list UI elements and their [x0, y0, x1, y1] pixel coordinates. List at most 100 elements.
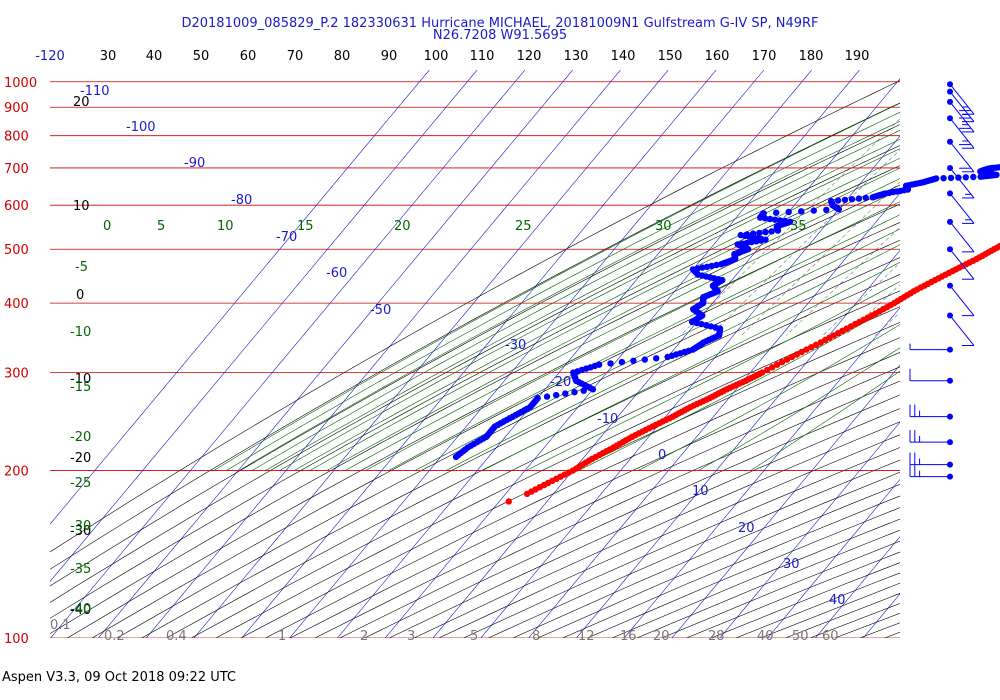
temperature-point	[769, 364, 776, 371]
isotherm-line	[289, 70, 765, 638]
mixing-ratio-line	[845, 284, 900, 336]
isotherm-line	[337, 70, 812, 638]
pressure-label: 400	[4, 297, 29, 312]
mixing-ratio-label: 3	[407, 629, 415, 644]
isotherm-label: 10	[692, 484, 709, 499]
temperature-point	[764, 366, 771, 374]
wind-barb	[947, 81, 975, 115]
mixing-ratio-label: 60	[822, 629, 839, 644]
dry-adiabat-line	[116, 239, 900, 638]
isotherm-label: 0	[658, 448, 666, 463]
top-temperature-tick: 150	[658, 49, 683, 64]
isotherm-label: -80	[231, 193, 252, 208]
dewpoint-point	[766, 215, 774, 223]
dry-adiabat-line	[240, 322, 900, 638]
dry-adiabat-line	[290, 352, 900, 638]
isotherm-line	[145, 70, 621, 638]
dry-adiabat-line	[859, 622, 900, 638]
isotherm-line	[241, 70, 717, 638]
wind-barb	[947, 246, 975, 280]
dry-adiabat-line	[50, 124, 900, 587]
top-temperature-tick: -120	[35, 49, 65, 64]
dewpoint-point	[970, 173, 977, 181]
top-temperature-tick: 90	[381, 49, 398, 64]
moist-adiabat-label: -35	[70, 562, 91, 577]
isotherm-label: -30	[505, 338, 526, 353]
dewpoint-point	[771, 216, 779, 223]
dry-adiabat-line	[141, 257, 900, 638]
temperature-point	[817, 339, 824, 346]
isotherm-label: -60	[326, 266, 347, 281]
top-temperature-tick: 110	[470, 49, 495, 64]
dewpoint-point	[835, 206, 842, 213]
mixing-ratio-label: 0.4	[166, 629, 187, 644]
dewpoint-point	[940, 175, 947, 182]
moist-adiabat-label: 0	[103, 219, 111, 234]
dry-adiabat-line	[488, 459, 900, 638]
pressure-label: 200	[4, 465, 29, 480]
moist-adiabat-line	[344, 189, 900, 471]
dry-adiabat-label: -10	[70, 372, 91, 387]
isotherm-label: -90	[184, 156, 205, 171]
wind-barb	[947, 282, 975, 317]
dry-adiabat-line	[50, 165, 900, 619]
moist-adiabat-label: 10	[217, 219, 234, 234]
isotherm-line	[576, 249, 900, 638]
dry-adiabat-label: -20	[70, 451, 91, 466]
wind-barb-staff	[949, 221, 975, 253]
dewpoint-point	[664, 353, 671, 361]
dry-adiabat-line	[166, 274, 900, 638]
dewpoint-point	[869, 194, 876, 201]
pressure-label: 800	[4, 130, 29, 145]
dry-adiabat-line	[661, 540, 900, 638]
mixing-ratio-line	[874, 312, 900, 336]
top-temperature-tick: 180	[799, 49, 824, 64]
moist-adiabat-line	[482, 261, 900, 471]
isotherm-label: -10	[597, 412, 618, 427]
isotherm-line	[384, 70, 860, 638]
dry-adiabat-line	[959, 70, 1000, 638]
top-temperature-tick: 30	[100, 49, 117, 64]
top-temperature-tick: 50	[193, 49, 210, 64]
moist-adiabat-line	[414, 228, 900, 471]
moist-adiabat-line	[637, 324, 900, 471]
dewpoint-point	[773, 209, 780, 216]
wind-barb	[909, 343, 953, 353]
moist-adiabat-line	[213, 102, 900, 471]
dewpoint-point	[562, 390, 569, 397]
moist-adiabat-label: -25	[70, 476, 91, 491]
dewpoint-point	[753, 238, 760, 245]
temperature-point	[798, 348, 805, 356]
pressure-label: 500	[4, 243, 29, 258]
moist-adiabat-label: -40	[70, 602, 91, 617]
wind-barb	[947, 190, 975, 224]
pressure-label: 700	[4, 162, 29, 177]
chart-title-line2: N26.7208 W91.5695	[432, 28, 568, 43]
dry-adiabat-line	[438, 434, 900, 638]
wind-barb	[909, 464, 953, 480]
isotherm-line	[671, 364, 900, 638]
dry-adiabat-label: 10	[73, 199, 90, 214]
dewpoint-point	[580, 387, 587, 394]
dewpoint-point	[834, 197, 842, 204]
moist-adiabat-label: 25	[515, 219, 532, 234]
mixing-ratio-label: 28	[708, 629, 725, 644]
mixing-ratio-line	[741, 181, 900, 336]
dewpoint-point	[841, 196, 849, 204]
dewpoint-point	[630, 357, 637, 364]
footer-version-date: Aspen V3.3, 09 Oct 2018 09:22 UTC	[2, 670, 236, 685]
moist-adiabat-line	[294, 157, 900, 471]
grid-layer	[50, 70, 1000, 638]
mixing-ratio-label: 12	[578, 629, 595, 644]
dewpoint-point	[653, 355, 660, 362]
dry-adiabat-label: -30	[70, 524, 91, 539]
dewpoint-point	[756, 229, 763, 237]
top-temperature-tick: 140	[611, 49, 636, 64]
isotherm-line	[193, 70, 669, 638]
moist-adiabat-label: 30	[655, 219, 672, 234]
isotherm-label: 30	[783, 557, 800, 572]
top-temperature-tick: 70	[287, 49, 304, 64]
top-temperature-tick: 40	[146, 49, 163, 64]
top-temperature-tick: 100	[424, 49, 449, 64]
